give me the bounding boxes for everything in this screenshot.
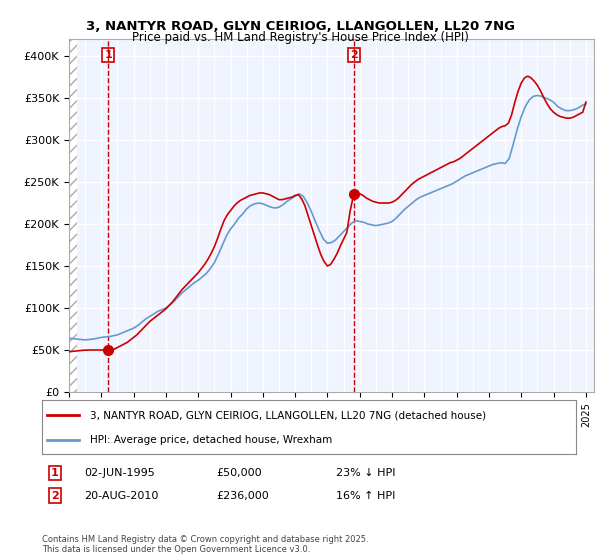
Text: 2: 2 xyxy=(51,491,59,501)
Text: 3, NANTYR ROAD, GLYN CEIRIOG, LLANGOLLEN, LL20 7NG (detached house): 3, NANTYR ROAD, GLYN CEIRIOG, LLANGOLLEN… xyxy=(90,410,486,421)
Text: 1: 1 xyxy=(51,468,59,478)
Text: Price paid vs. HM Land Registry's House Price Index (HPI): Price paid vs. HM Land Registry's House … xyxy=(131,31,469,44)
Text: 1: 1 xyxy=(104,50,112,60)
Text: 3, NANTYR ROAD, GLYN CEIRIOG, LLANGOLLEN, LL20 7NG: 3, NANTYR ROAD, GLYN CEIRIOG, LLANGOLLEN… xyxy=(86,20,515,32)
Text: £236,000: £236,000 xyxy=(216,491,269,501)
Text: 02-JUN-1995: 02-JUN-1995 xyxy=(84,468,155,478)
Text: 2: 2 xyxy=(350,50,358,60)
Text: £50,000: £50,000 xyxy=(216,468,262,478)
Text: 20-AUG-2010: 20-AUG-2010 xyxy=(84,491,158,501)
Text: Contains HM Land Registry data © Crown copyright and database right 2025.
This d: Contains HM Land Registry data © Crown c… xyxy=(42,535,368,554)
Text: 23% ↓ HPI: 23% ↓ HPI xyxy=(336,468,395,478)
Text: HPI: Average price, detached house, Wrexham: HPI: Average price, detached house, Wrex… xyxy=(90,435,332,445)
Text: 16% ↑ HPI: 16% ↑ HPI xyxy=(336,491,395,501)
